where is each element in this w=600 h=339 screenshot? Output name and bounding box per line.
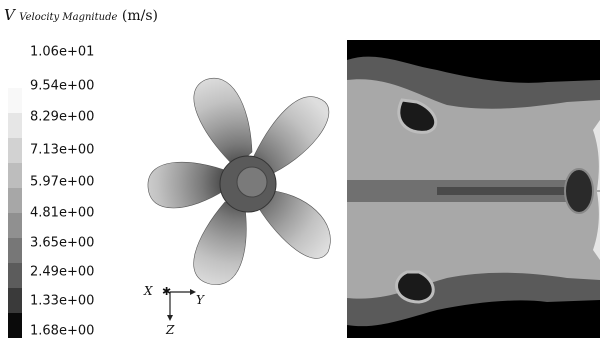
level-label-6: 4.81e+00 [30,205,95,221]
flow-blade-edge [593,120,600,190]
axis-label-z: Z [165,323,175,337]
axis-triad: X ✱ Y Z [143,284,205,337]
blade-top-left [193,77,253,168]
colorbar-segment [8,288,22,313]
level-label-8: 2.49e+00 [30,264,95,280]
colorbar-segment [8,238,22,263]
level-label-1: 1.06e+01 [30,44,95,60]
axis-label-x: X [143,284,153,298]
level-label-2: 9.54e+00 [30,78,95,94]
flow-upper-vortex [397,98,438,134]
flow-field-contour [347,40,600,338]
flow-lower-vortex [395,270,435,304]
propeller-hub-center [236,166,268,198]
axis-origin-marker: ✱ [162,285,171,298]
colorbar-segment [8,313,22,338]
colorbar-segment [8,213,22,238]
flow-hub [564,168,594,214]
colorbar-segment [8,188,22,213]
blade-top-right [251,96,330,178]
blade-right [257,189,331,259]
level-label-7: 3.65e+00 [30,235,95,251]
legend-symbol: V [4,6,15,24]
flow-blade-edge-lower [593,192,600,260]
legend-title: V Velocity Magnitude (m/s) [4,6,158,24]
level-label-3: 8.29e+00 [30,109,95,125]
level-label-4: 7.13e+00 [30,142,95,158]
blade-left [147,161,231,209]
colorbar-segment [8,263,22,288]
colorbar [8,88,22,338]
axis-label-y: Y [196,293,205,307]
level-label-9: 1.33e+00 [30,293,95,309]
blade-bottom [193,201,247,285]
propeller-contour [147,77,331,285]
propeller-blades [147,77,331,285]
flow-wake-core [437,187,567,195]
colorbar-segment [8,88,22,113]
colorbar-segment [8,113,22,138]
colorbar-segment [8,138,22,163]
colorbar-segment [8,163,22,188]
level-label-10: 1.68e+00 [30,323,95,339]
legend-quantity: Velocity Magnitude [19,12,118,23]
legend-unit: (m/s) [121,8,158,24]
level-label-5: 5.97e+00 [30,174,95,190]
